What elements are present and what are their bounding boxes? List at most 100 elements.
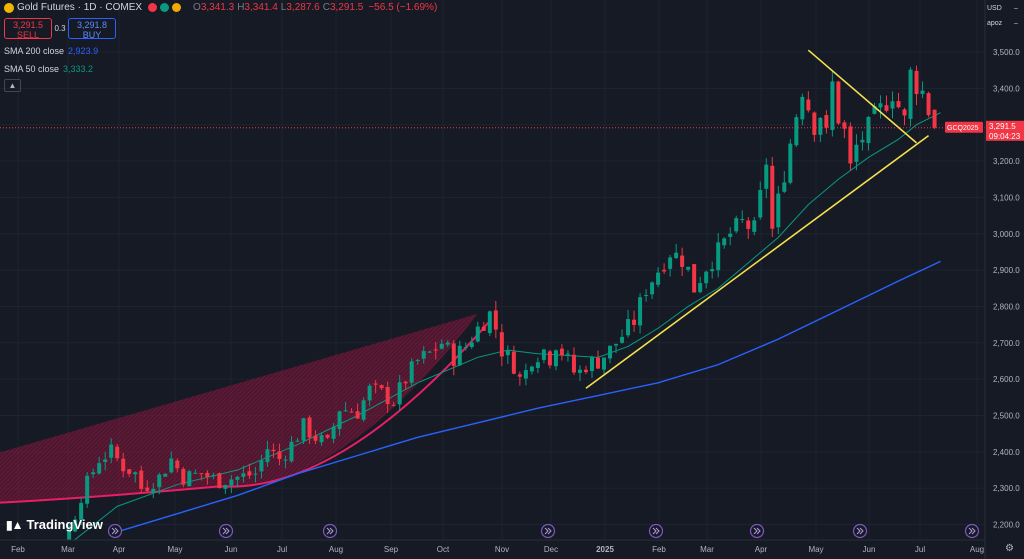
replay-marker-icon[interactable] [852, 523, 868, 539]
replay-marker-icon[interactable] [964, 523, 980, 539]
buy-label: BUY [82, 30, 102, 40]
price-tick-label: 2,500.0 [993, 412, 1020, 421]
candle [638, 293, 643, 334]
time-tick-label: Sep [384, 545, 399, 554]
candle [97, 456, 102, 475]
price-tick-label: 2,900.0 [993, 266, 1020, 275]
candle [145, 480, 150, 493]
candle [235, 475, 240, 488]
time-tick-label: Apr [755, 545, 768, 554]
candle [283, 455, 288, 469]
price-tick-label: 3,200.0 [993, 157, 1020, 166]
tradingview-logo-text: TradingView [26, 517, 103, 532]
candle [307, 415, 312, 444]
time-tick-label: Dec [544, 545, 558, 554]
candle [175, 458, 180, 473]
chevron-up-icon: ▲ [8, 81, 17, 90]
replay-marker-icon[interactable] [107, 523, 123, 539]
candle [73, 515, 78, 533]
candle [620, 329, 625, 344]
candle [271, 443, 276, 458]
candle [806, 91, 811, 113]
trade-panel: 3,291.5 SELL 0.3 3,291.8 BUY [4, 18, 116, 40]
time-axis[interactable]: Feb Mar Apr May Jun Jul Aug Sep Oct Nov Dec 2025 Feb… [0, 539, 985, 554]
time-tick-label: Jul [915, 545, 925, 554]
candle [259, 454, 264, 479]
sma200-line [116, 260, 941, 533]
indicator-sma200[interactable]: SMA 200 close 2,923.9 [4, 46, 98, 56]
price-tick-label: 3,400.0 [993, 84, 1020, 93]
buy-price: 3,291.8 [76, 20, 108, 30]
candle [499, 324, 504, 367]
candle [421, 346, 426, 364]
collapse-indicators-button[interactable]: ▲ [4, 79, 21, 92]
replay-marker-icon[interactable] [749, 523, 765, 539]
candle [265, 440, 270, 467]
delayed-data-icon [172, 3, 182, 12]
price-axis[interactable]: 2,200.0 2,300.0 2,400.0 2,500.0 2,600.0 2,700… [984, 0, 1024, 559]
candle [187, 469, 192, 487]
candle [824, 110, 829, 134]
candle [626, 309, 631, 338]
replay-marker-icon[interactable] [540, 523, 556, 539]
candle [373, 379, 378, 394]
ohlc-high-label: H [237, 2, 245, 13]
replay-marker-icon[interactable] [648, 523, 664, 539]
gear-icon[interactable]: ⚙ [1005, 543, 1014, 554]
indicator-sma200-name: SMA 200 close [4, 46, 65, 56]
plot-area[interactable] [0, 0, 985, 559]
candle [529, 365, 534, 375]
indicator-sma50[interactable]: SMA 50 close 3,333.2 [4, 64, 93, 74]
candle [571, 347, 576, 375]
last-price-tag [986, 120, 1024, 141]
candle [163, 473, 168, 477]
candle [728, 227, 733, 246]
candle [770, 157, 775, 237]
candle [199, 473, 204, 481]
candle [662, 263, 667, 275]
candle [650, 281, 655, 299]
candle [896, 92, 901, 109]
spread-value: 0.3 [54, 24, 66, 33]
candle [241, 465, 246, 483]
candle [848, 122, 853, 171]
rising-trendline[interactable] [585, 134, 930, 389]
candle [103, 452, 108, 471]
replay-marker-icon[interactable] [322, 523, 338, 539]
candle [325, 434, 330, 440]
descending-trendline[interactable] [807, 49, 918, 144]
candle [295, 437, 300, 442]
candle [752, 216, 757, 236]
symbol-title[interactable]: Gold Futures · 1D · COMEX [17, 2, 143, 13]
candle [385, 381, 390, 413]
account-dropdown-icon[interactable]: – [1014, 20, 1018, 27]
candle [289, 435, 294, 463]
currency-label[interactable]: USD [987, 5, 1002, 12]
candle [812, 111, 817, 142]
candle [698, 276, 703, 294]
account-label: apoz [987, 20, 1003, 27]
candle [427, 350, 432, 354]
candle [614, 343, 619, 354]
replay-marker-icon[interactable] [218, 523, 234, 539]
candle [920, 81, 925, 99]
candles [67, 65, 937, 540]
candle [109, 438, 114, 464]
candle [355, 403, 360, 419]
candle [668, 254, 673, 277]
price-tick-label: 2,800.0 [993, 302, 1020, 311]
candle [914, 65, 919, 106]
candle [397, 374, 402, 411]
candle [734, 215, 739, 234]
candle [433, 342, 438, 360]
price-tick-label: 2,700.0 [993, 339, 1020, 348]
buy-button[interactable]: 3,291.8 BUY [68, 18, 116, 40]
currency-dropdown-icon[interactable]: – [1014, 5, 1018, 12]
sell-button[interactable]: 3,291.5 SELL [4, 18, 52, 40]
candle [710, 261, 715, 279]
candle [493, 300, 498, 339]
candle [229, 474, 234, 494]
candle [746, 217, 751, 239]
time-tick-label: Oct [437, 545, 450, 554]
